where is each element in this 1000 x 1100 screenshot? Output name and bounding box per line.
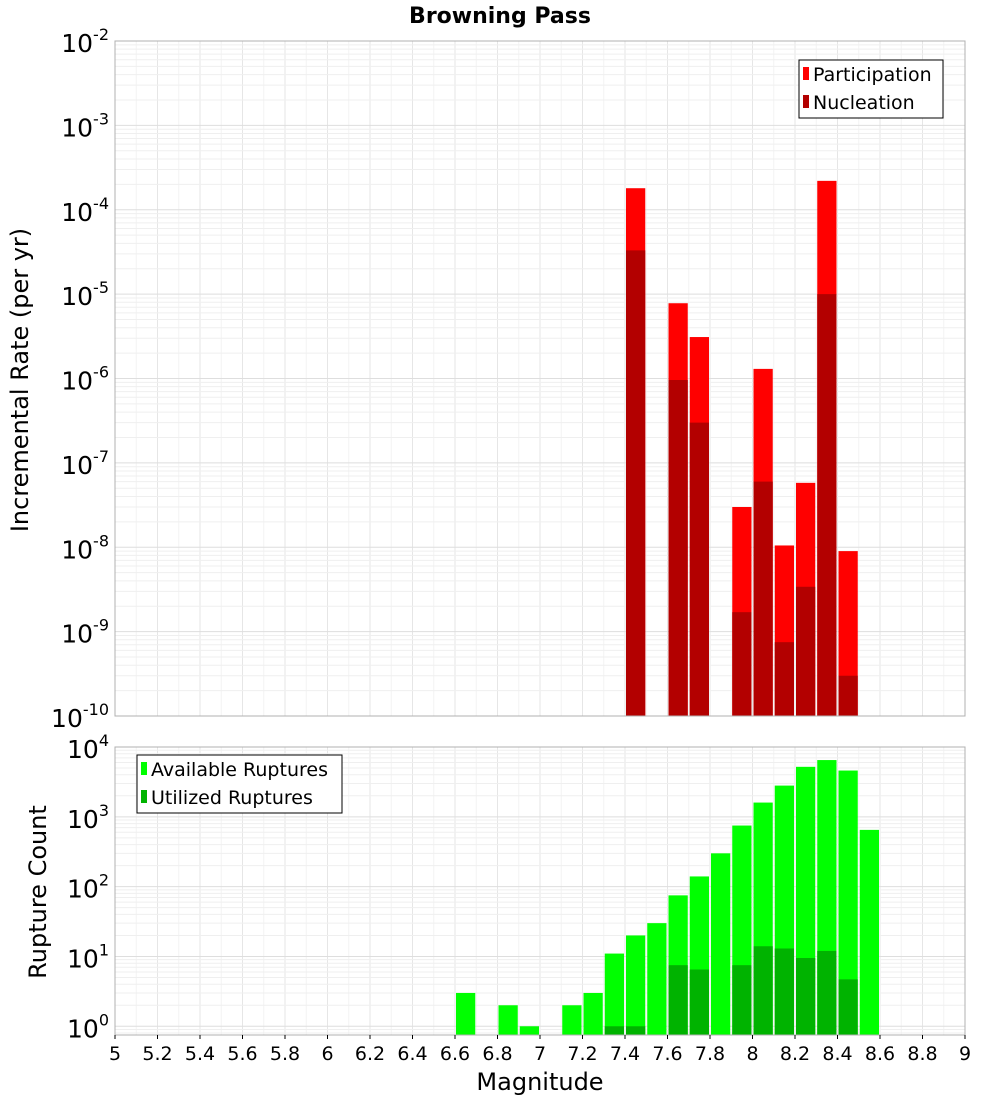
y-tick-label: 102 bbox=[67, 871, 109, 904]
bar bbox=[626, 1026, 646, 1035]
y-tick-label: 10-3 bbox=[61, 109, 109, 142]
bar bbox=[859, 829, 879, 1035]
bar bbox=[689, 969, 709, 1035]
bar bbox=[626, 935, 646, 1035]
x-tick-label: 7.2 bbox=[567, 1043, 597, 1065]
rate-plot: 10-10 10-9 10-8 10-7 10-6 10-5 10-4 10-3 10-2 Par… bbox=[51, 25, 966, 733]
bar bbox=[817, 950, 837, 1035]
x-tick-label: 8.8 bbox=[907, 1043, 937, 1065]
x-tick-label: 6.8 bbox=[482, 1043, 512, 1065]
bar bbox=[456, 992, 476, 1035]
legend-box bbox=[798, 59, 944, 119]
x-tick-label: 6 bbox=[321, 1043, 333, 1065]
bar bbox=[668, 965, 688, 1035]
x-tick-label: 7.4 bbox=[610, 1043, 640, 1065]
y-tick-label: 10-4 bbox=[61, 194, 109, 227]
x-tick-label: 7.8 bbox=[695, 1043, 725, 1065]
bar bbox=[838, 770, 858, 1035]
bar bbox=[796, 586, 816, 716]
bar bbox=[838, 979, 858, 1035]
chart-title: Browning Pass bbox=[409, 4, 591, 29]
bar bbox=[774, 642, 794, 716]
x-tick-label: 8.2 bbox=[780, 1043, 810, 1065]
legend-label: Participation bbox=[813, 64, 932, 86]
x-tick-label: 8.6 bbox=[865, 1043, 895, 1065]
y-tick-label: 104 bbox=[67, 731, 109, 764]
legend-label: Utilized Ruptures bbox=[151, 787, 313, 809]
legend: Available Ruptures Utilized Ruptures bbox=[136, 754, 343, 814]
grid bbox=[114, 40, 966, 717]
rupture-count-plot: 100 101 102 103 104 5 5.2 5.4 5.6 5.8 6 6.2 6.4 6.6 6.… bbox=[67, 731, 971, 1065]
x-tick-label: 8.4 bbox=[822, 1043, 852, 1065]
legend-swatch bbox=[803, 95, 809, 108]
bar bbox=[604, 953, 624, 1035]
bar bbox=[732, 612, 752, 716]
bar bbox=[838, 675, 858, 716]
legend-box bbox=[136, 754, 343, 814]
y-tick-label: 100 bbox=[67, 1010, 109, 1043]
x-axis-title: Magnitude bbox=[476, 1068, 603, 1096]
y-tick-label: 10-7 bbox=[61, 447, 109, 480]
x-tick-label: 5.2 bbox=[142, 1043, 172, 1065]
bar bbox=[626, 250, 646, 717]
bar bbox=[838, 551, 858, 716]
bar bbox=[519, 1026, 539, 1035]
y-tick-labels: 10-10 10-9 10-8 10-7 10-6 10-5 10-4 10-3 10-2 bbox=[51, 25, 109, 733]
plot-border bbox=[114, 40, 966, 717]
bar bbox=[796, 958, 816, 1035]
y-tick-label: 103 bbox=[67, 801, 109, 834]
bar bbox=[668, 379, 688, 716]
bar bbox=[647, 923, 667, 1035]
top-y-axis-title: Incremental Rate (per yr) bbox=[6, 228, 34, 532]
x-tick-label: 8 bbox=[746, 1043, 758, 1065]
legend-label: Nucleation bbox=[813, 92, 915, 114]
y-tick-label: 10-5 bbox=[61, 278, 109, 311]
y-tick-labels: 100 101 102 103 104 bbox=[67, 731, 109, 1043]
x-tick-label: 7.6 bbox=[652, 1043, 682, 1065]
bar bbox=[753, 946, 773, 1035]
series-utilized-ruptures bbox=[604, 946, 858, 1035]
bar bbox=[711, 853, 731, 1035]
x-tick-label: 6.6 bbox=[440, 1043, 470, 1065]
bar bbox=[753, 481, 773, 716]
bar bbox=[604, 1026, 624, 1035]
legend-swatch bbox=[141, 790, 147, 803]
y-tick-label: 101 bbox=[67, 940, 109, 973]
y-tick-label: 10-6 bbox=[61, 363, 109, 396]
legend-swatch bbox=[803, 67, 809, 80]
bar bbox=[689, 422, 709, 716]
y-tick-label: 10-10 bbox=[51, 700, 109, 733]
x-tick-label: 5 bbox=[109, 1043, 121, 1065]
bottom-y-axis-title: Rupture Count bbox=[24, 805, 52, 979]
bar bbox=[562, 1005, 582, 1035]
x-tick-label: 7 bbox=[534, 1043, 546, 1065]
x-tick-label: 5.6 bbox=[227, 1043, 257, 1065]
legend: Participation Nucleation bbox=[798, 59, 944, 119]
bar bbox=[732, 965, 752, 1035]
x-tick-label: 9 bbox=[959, 1043, 971, 1065]
bar bbox=[498, 1005, 518, 1035]
legend-label: Available Ruptures bbox=[151, 759, 328, 781]
y-tick-label: 10-9 bbox=[61, 616, 109, 649]
y-tick-label: 10-8 bbox=[61, 531, 109, 564]
bar bbox=[817, 294, 837, 716]
x-tick-label: 5.8 bbox=[270, 1043, 300, 1065]
x-tick-label: 5.4 bbox=[185, 1043, 215, 1065]
bar bbox=[774, 948, 794, 1035]
x-tick-label: 6.4 bbox=[397, 1043, 427, 1065]
bar bbox=[583, 992, 603, 1035]
x-tick-label: 6.2 bbox=[355, 1043, 385, 1065]
x-tick-labels: 5 5.2 5.4 5.6 5.8 6 6.2 6.4 6.6 6.8 7 7.2 7.4 7.6 7.8 8… bbox=[109, 1035, 971, 1065]
legend-swatch bbox=[141, 762, 147, 775]
y-tick-label: 10-2 bbox=[61, 25, 109, 58]
series-nucleation bbox=[626, 250, 858, 717]
